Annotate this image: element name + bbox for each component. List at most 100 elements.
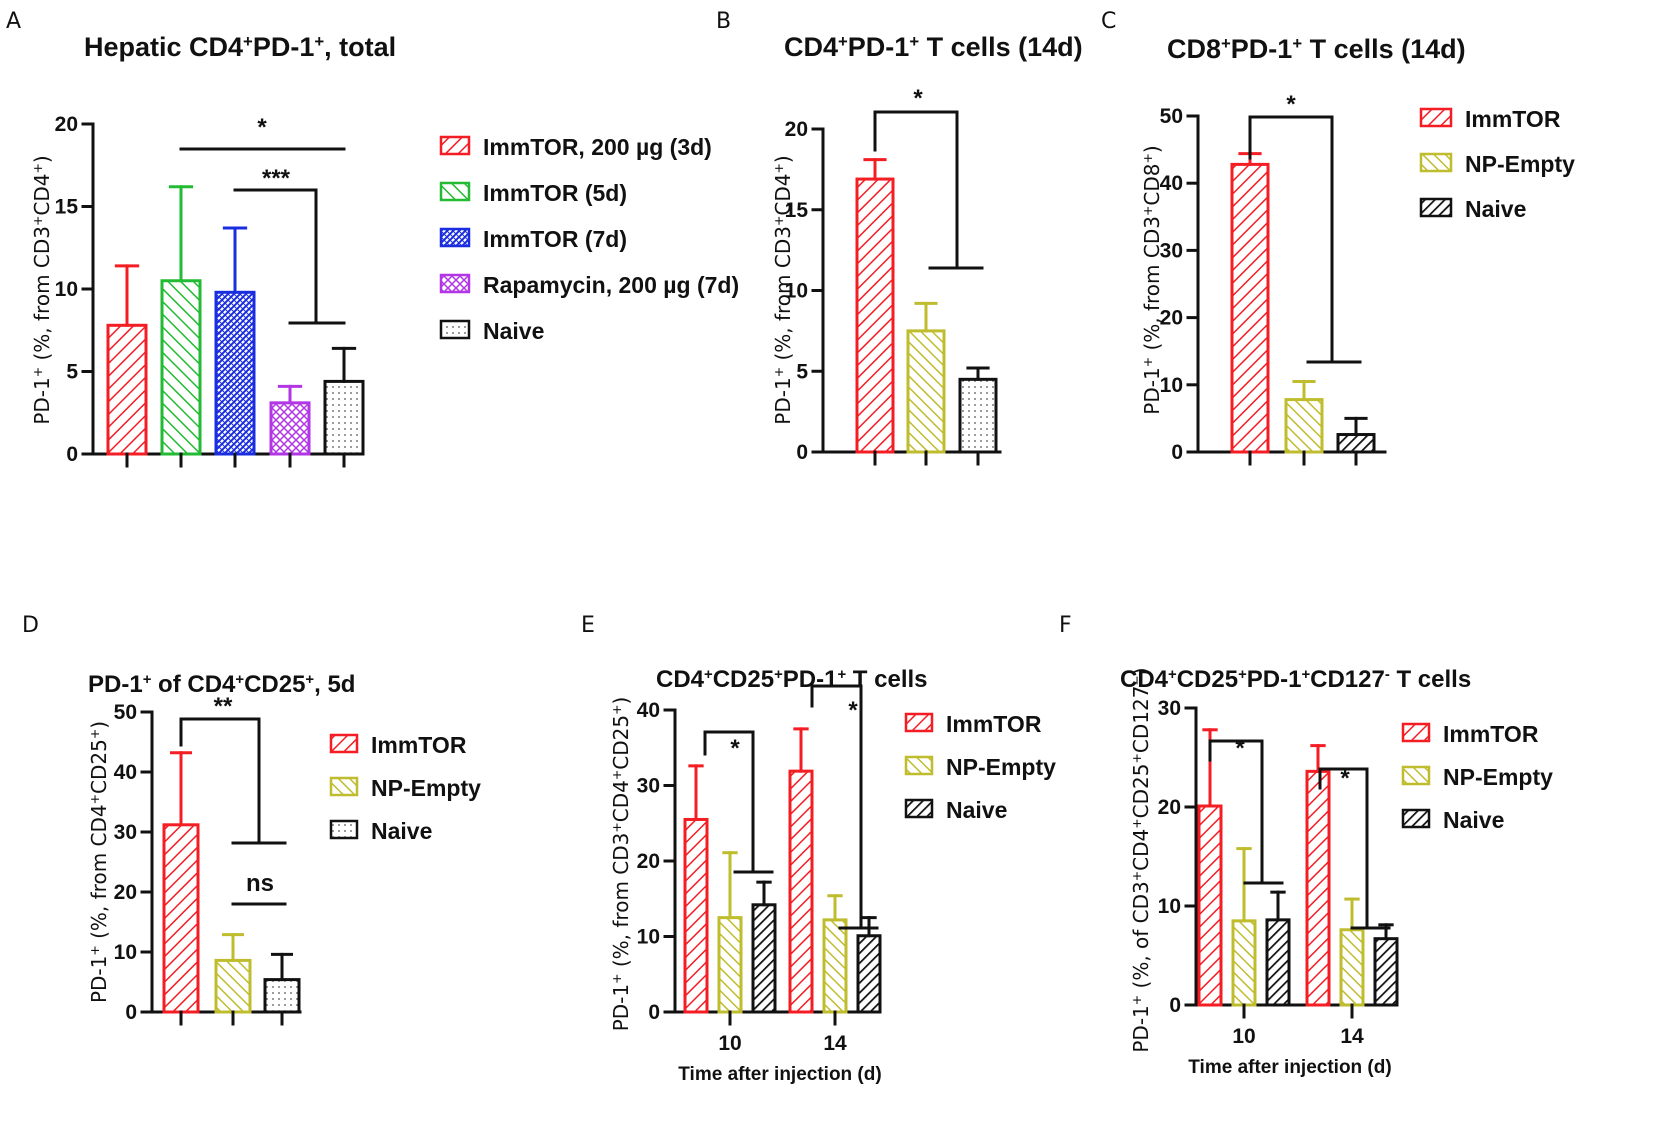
sig-label: *: [257, 114, 267, 141]
y-axis-label: PD-1+ (%, from CD3+CD8+): [1140, 145, 1165, 414]
text-part: of CD4: [151, 671, 236, 698]
superscript: +: [838, 32, 848, 51]
bar: [1373, 937, 1399, 1007]
superscript: +: [1168, 667, 1177, 683]
superscript: +: [1129, 995, 1144, 1005]
legend-swatch: [439, 181, 471, 202]
y-tick-label: 20: [1160, 307, 1183, 330]
legend-swatch: [904, 798, 934, 819]
legend-label: ImmTOR, 200 µg (3d): [483, 134, 712, 160]
bar: [683, 817, 709, 1014]
text-part: CD127: [1310, 666, 1385, 693]
bar: [214, 290, 256, 456]
legend-label: ImmTOR (5d): [483, 180, 627, 206]
bar: [1339, 928, 1365, 1007]
legend-swatch: [904, 712, 934, 733]
legend-label: Naive: [1443, 807, 1504, 833]
bar: [717, 916, 743, 1014]
legend-swatch: [439, 319, 471, 340]
superscript: +: [1238, 667, 1247, 683]
chart-title: CD4+CD25+PD-1+CD127- T cells: [1120, 666, 1471, 693]
text-part: CD25: [609, 715, 633, 770]
superscript: +: [87, 729, 102, 739]
legend-swatch: [1401, 722, 1431, 743]
y-axis-label: PD-1+ (%, from CD3+CD4+): [30, 155, 55, 424]
text-part: T cells (14d): [1302, 34, 1466, 64]
y-tick-label: 10: [1160, 374, 1183, 397]
y-tick-label: 30: [1160, 239, 1183, 262]
legend-label: Naive: [1465, 196, 1526, 222]
panel-letter: A: [6, 9, 21, 34]
x-tick-label: 10: [718, 1032, 741, 1055]
panel-letter: B: [716, 9, 731, 34]
legend-label: NP-Empty: [1443, 764, 1553, 790]
bar: [855, 177, 895, 454]
x-tick-label: 14: [823, 1032, 847, 1055]
legend-label: Rapamycin, 200 µg (7d): [483, 272, 739, 298]
superscript: +: [771, 216, 786, 226]
sig-label: ns: [246, 870, 274, 897]
superscript: +: [305, 672, 314, 688]
superscript: +: [1129, 871, 1144, 881]
text-part: (%, of CD3: [1129, 881, 1153, 995]
bar: [958, 377, 998, 454]
text-part: T cells: [1390, 666, 1471, 693]
sig-label: *: [913, 85, 923, 112]
panel-d: DPD-1+ of CD4+CD25+, 5d01020304050PD-1+ …: [22, 613, 481, 1026]
y-tick-label: 0: [1169, 994, 1181, 1017]
text-part: CD4: [609, 780, 633, 822]
legend-swatch: [329, 819, 359, 840]
bar: [1336, 433, 1376, 454]
text-part: CD4: [656, 666, 705, 693]
legend-swatch: [439, 273, 471, 294]
bar: [162, 823, 200, 1014]
superscript: +: [704, 667, 713, 683]
text-part: PD-1: [30, 377, 54, 424]
x-tick-label: 14: [1340, 1025, 1364, 1048]
chart-title: CD4+CD25+PD-1+ T cells: [656, 666, 928, 693]
superscript: +: [1221, 34, 1231, 53]
y-tick-label: 50: [114, 701, 137, 724]
y-tick-label: 40: [114, 761, 137, 784]
text-part: ): [87, 721, 111, 729]
superscript: +: [609, 770, 624, 780]
bar: [1284, 398, 1324, 454]
superscript: +: [243, 32, 253, 51]
text-part: ): [609, 697, 633, 705]
y-tick-label: 20: [1158, 796, 1181, 819]
sig-label: *: [730, 735, 740, 762]
text-part: PD-1: [1231, 34, 1293, 64]
superscript: −: [1129, 675, 1144, 685]
legend-label: ImmTOR: [946, 711, 1042, 737]
text-part: (%, from CD3: [30, 226, 54, 367]
legend-label: ImmTOR: [1443, 721, 1539, 747]
superscript: +: [609, 705, 624, 715]
x-axis-label: Time after injection (d): [678, 1064, 881, 1085]
legend-label: NP-Empty: [946, 754, 1056, 780]
superscript: +: [1140, 206, 1155, 216]
text-part: ): [30, 155, 54, 163]
y-tick-label: 50: [1160, 105, 1183, 128]
sig-label: *: [1286, 91, 1296, 118]
text-part: , 5d: [314, 671, 355, 698]
y-axis-label: PD-1+ (%, from CD3+CD4+): [771, 155, 796, 424]
panel-letter: E: [581, 613, 595, 638]
text-part: PD-1: [88, 671, 143, 698]
legend-swatch: [329, 733, 359, 754]
superscript: +: [1301, 667, 1310, 683]
y-tick-label: 15: [55, 196, 79, 219]
sig-label: *: [848, 697, 858, 724]
text-part: PD-1: [1247, 666, 1302, 693]
bar: [822, 918, 848, 1014]
superscript: +: [30, 163, 45, 173]
superscript: +: [771, 163, 786, 173]
legend-swatch: [1419, 152, 1453, 173]
y-tick-label: 0: [66, 443, 78, 466]
x-tick-label: 10: [1232, 1025, 1255, 1048]
text-part: ): [1140, 145, 1164, 153]
text-part: CD4: [784, 32, 838, 62]
chart-title: CD4+PD-1+ T cells (14d): [784, 32, 1083, 63]
y-tick-label: 15: [785, 199, 809, 222]
y-tick-label: 20: [785, 118, 808, 141]
